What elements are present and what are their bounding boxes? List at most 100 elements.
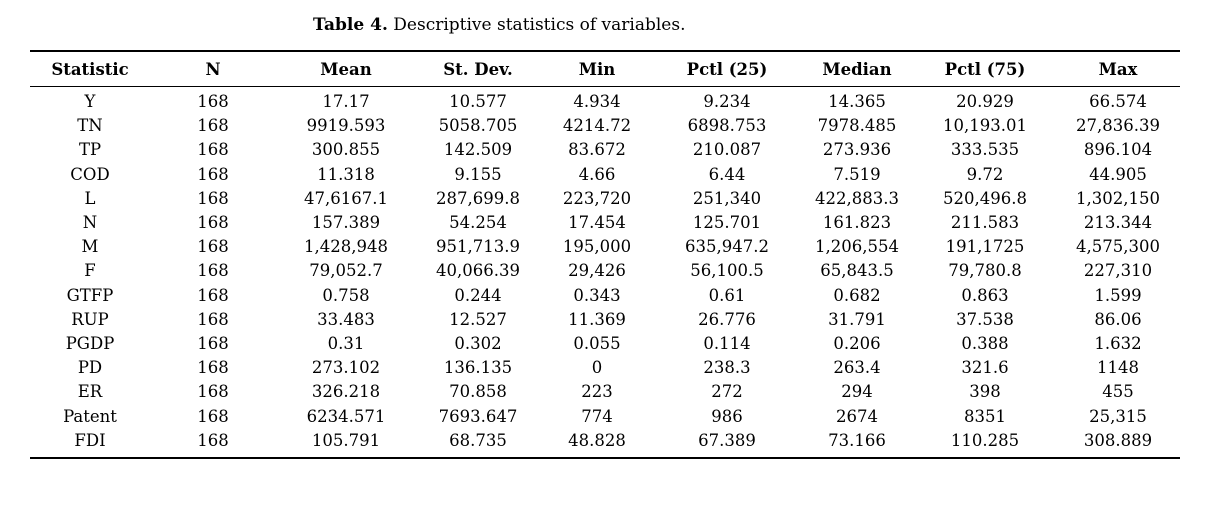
table-cell: 10.577 — [449, 92, 507, 111]
row-variable-label: GTFP — [66, 285, 114, 305]
table-cell: 168 — [197, 334, 229, 354]
table-cell: 273.102 — [311, 358, 381, 378]
table-cell: 168 — [197, 213, 229, 233]
table-cell: 168 — [197, 285, 229, 305]
table-cell: 0.206 — [833, 334, 881, 354]
header-cell-n: N — [150, 51, 276, 87]
table-cell: 333.535 — [950, 140, 1020, 160]
table-cell: 308.889 — [1083, 430, 1153, 450]
table-cell: 44.905 — [1089, 164, 1147, 184]
table-row: Y 168 17.17 10.577 4.934 9.234 14.365 20.929 66.… — [30, 87, 1180, 115]
table-cell: 86.06 — [1094, 309, 1142, 329]
table-cell: 9.155 — [454, 164, 502, 184]
table-cell: 142.509 — [443, 140, 513, 160]
header-cell-pctl-75: Pctl (75) — [914, 51, 1056, 87]
table-cell: 4,575,300 — [1076, 237, 1160, 257]
table-cell: 161.823 — [822, 213, 892, 233]
table-cell: 211.583 — [950, 213, 1020, 233]
table-cell: 29,426 — [568, 261, 626, 281]
table-cell: 896.104 — [1083, 140, 1153, 160]
table-caption-label: Table 4. — [313, 15, 388, 35]
table-cell: 1.599 — [1094, 285, 1142, 305]
table-row: M 168 1,428,948 951,713.9 195,000 635,947.2 1,… — [30, 235, 1180, 259]
table-body: Y 168 17.17 10.577 4.934 9.234 14.365 20.929 66.… — [30, 87, 1180, 459]
row-variable-label: TN — [77, 116, 103, 136]
table-cell: 31.791 — [828, 309, 886, 329]
table-cell: 321.6 — [961, 358, 1009, 378]
table-cell: 326.218 — [311, 382, 381, 402]
table-cell: 227,310 — [1083, 261, 1153, 281]
table-row: F 168 79,052.7 40,066.39 29,426 56,100.5 65,84… — [30, 259, 1180, 283]
table-cell: 11.369 — [568, 309, 626, 329]
header-cell-median: Median — [800, 51, 914, 87]
table-cell: 635,947.2 — [685, 237, 769, 257]
table-caption-text: Descriptive statistics of variables. — [387, 15, 686, 35]
table-cell: 0 — [591, 358, 603, 378]
table-cell: 8351 — [964, 406, 1006, 426]
table-cell: 12.527 — [449, 309, 507, 329]
table-cell: 105.791 — [311, 430, 381, 450]
row-variable-label: COD — [70, 164, 110, 184]
row-variable-label: Y — [84, 92, 96, 111]
table-cell: 951,713.9 — [436, 237, 520, 257]
table-cell: 0.114 — [703, 334, 751, 354]
table-cell: 287,699.8 — [436, 188, 520, 208]
table-cell: 0.682 — [833, 285, 881, 305]
table-cell: 4.66 — [578, 164, 616, 184]
table-cell: 168 — [197, 430, 229, 450]
table-cell: 1.632 — [1094, 334, 1142, 354]
table-cell: 9919.593 — [306, 116, 386, 136]
table-cell: 37.538 — [956, 309, 1014, 329]
table-cell: 273.936 — [822, 140, 892, 160]
table-cell: 7693.647 — [438, 406, 518, 426]
table-cell: 83.672 — [568, 140, 626, 160]
table-cell: 0.055 — [573, 334, 621, 354]
table-cell: 9.72 — [966, 164, 1004, 184]
table-cell: 17.454 — [568, 213, 626, 233]
table-cell: 986 — [711, 406, 743, 426]
table-cell: 4214.72 — [562, 116, 632, 136]
table-cell: 168 — [197, 382, 229, 402]
table-cell: 210.087 — [692, 140, 762, 160]
table-cell: 300.855 — [311, 140, 381, 160]
row-variable-label: L — [84, 188, 96, 208]
table-cell: 168 — [197, 164, 229, 184]
table-cell: 79,780.8 — [948, 261, 1022, 281]
table-cell: 67.389 — [698, 430, 756, 450]
table-cell: 136.135 — [443, 358, 513, 378]
table-cell: 70.858 — [449, 382, 507, 402]
row-variable-label: N — [82, 213, 98, 233]
descriptive-statistics-table: Statistic N Mean St. Dev. Min Pctl (25) … — [30, 50, 1180, 460]
table-cell: 422,883.3 — [815, 188, 899, 208]
table-row: PGDP 168 0.31 0.302 0.055 0.114 0.206 0.388 1.63… — [30, 332, 1180, 356]
table-cell: 6.44 — [708, 164, 746, 184]
table-cell: 157.389 — [311, 213, 381, 233]
table-cell: 168 — [197, 237, 229, 257]
table-cell: 0.343 — [573, 285, 621, 305]
row-variable-label: M — [81, 237, 99, 257]
table-cell: 168 — [197, 140, 229, 160]
table-cell: 0.388 — [961, 334, 1009, 354]
table-cell: 40,066.39 — [436, 261, 520, 281]
table-cell: 263.4 — [833, 358, 881, 378]
table-row: COD 168 11.318 9.155 4.66 6.44 7.519 9.72 44.905 — [30, 163, 1180, 187]
table-cell: 168 — [197, 358, 229, 378]
header-cell-statistic: Statistic — [30, 51, 150, 87]
table-cell: 56,100.5 — [690, 261, 764, 281]
row-variable-label: ER — [77, 382, 103, 402]
table-cell: 195,000 — [562, 237, 632, 257]
header-cell-max: Max — [1056, 51, 1180, 87]
table-cell: 191,1725 — [945, 237, 1025, 257]
table-cell: 0.61 — [708, 285, 746, 305]
table-cell: 272 — [711, 382, 743, 402]
table-cell: 1,428,948 — [304, 237, 388, 257]
table-cell: 68.735 — [449, 430, 507, 450]
table-cell: 47,6167.1 — [304, 188, 388, 208]
table-cell: 223 — [581, 382, 613, 402]
table-row: L 168 47,6167.1 287,699.8 223,720 251,340 422,… — [30, 187, 1180, 211]
table-cell: 48.828 — [568, 430, 626, 450]
table-cell: 9.234 — [703, 92, 751, 111]
table-row: N 168 157.389 54.254 17.454 125.701 161.823 211… — [30, 211, 1180, 235]
row-variable-label: PD — [77, 358, 103, 378]
row-variable-label: RUP — [71, 309, 109, 329]
